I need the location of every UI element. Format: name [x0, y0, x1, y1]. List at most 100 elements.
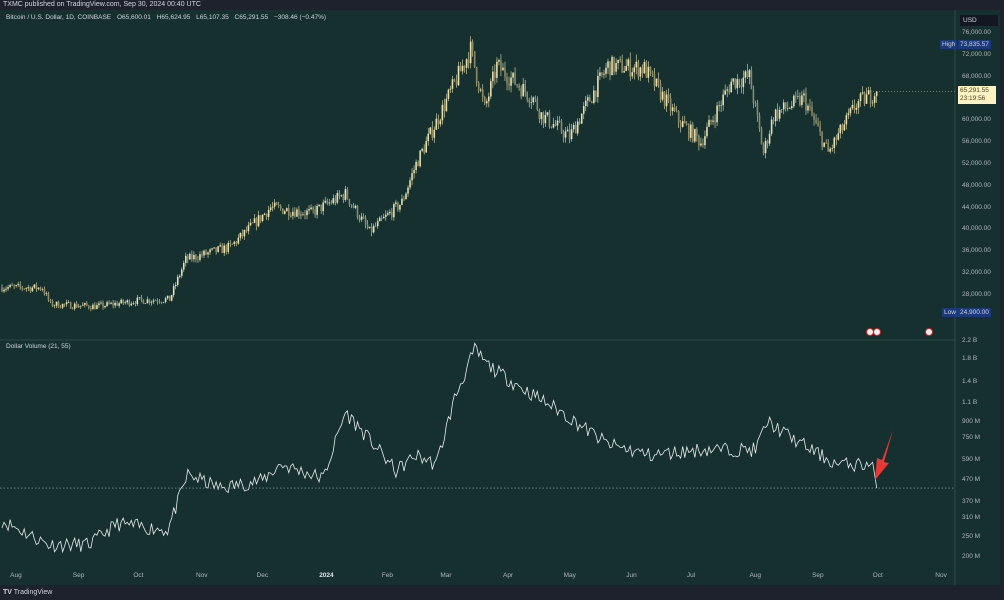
candle-body — [296, 209, 298, 217]
price-axis-tick: 36,000.00 — [962, 247, 991, 255]
candle-body — [599, 72, 601, 76]
candle-body — [615, 63, 617, 72]
candle-body — [344, 189, 347, 200]
candle-body — [494, 71, 496, 78]
candle-body — [556, 120, 559, 126]
candle-body — [649, 66, 652, 72]
candle-body — [401, 198, 403, 205]
ohlc-low: L65,107.35 — [196, 14, 229, 21]
candle-body — [316, 205, 318, 215]
candle-body — [294, 211, 296, 217]
candle-body — [431, 127, 434, 138]
candle-body — [587, 97, 589, 101]
symbol-name[interactable]: Bitcoin / U.S. Dollar, 1D, COINBASE — [6, 14, 112, 21]
candle-body — [197, 259, 199, 261]
candle-body — [825, 142, 827, 144]
candle-body — [346, 189, 349, 200]
candle-body — [653, 73, 656, 87]
candle-body — [746, 71, 749, 78]
candle-body — [350, 204, 353, 206]
candle-body — [728, 89, 730, 93]
currency-label[interactable]: USD — [960, 15, 998, 26]
candle-body — [449, 88, 452, 90]
time-axis-tick: 2024 — [319, 572, 334, 579]
candle-body — [758, 115, 761, 129]
time-axis-tick: Nov — [195, 572, 208, 579]
candle-body — [33, 284, 36, 288]
time-axis-tick: Aug — [10, 572, 22, 579]
candle-body — [21, 286, 23, 289]
candle-body — [176, 276, 179, 285]
time-axis-tick: Sep — [72, 572, 85, 579]
candle-body — [324, 200, 326, 203]
chart-area[interactable] — [0, 10, 1000, 585]
candle-body — [716, 105, 718, 123]
candle-body — [243, 229, 246, 237]
volume-indicator-title[interactable]: Dollar Volume (21, 55) — [6, 343, 71, 350]
event-flag-icon[interactable] — [925, 328, 933, 336]
candle-body — [578, 121, 581, 124]
candle-body — [290, 215, 292, 217]
candle-body — [708, 119, 710, 127]
candle-body — [685, 123, 688, 125]
candle-body — [98, 303, 100, 306]
candle-body — [142, 299, 145, 304]
candle-body — [558, 120, 561, 122]
candle-body — [613, 56, 615, 72]
candle-body — [655, 78, 658, 87]
event-flag-icon[interactable] — [873, 328, 881, 336]
candle-body — [281, 208, 284, 214]
candle-body — [744, 71, 747, 78]
candle-body — [263, 213, 266, 215]
candle-body — [465, 59, 468, 68]
candle-body — [461, 65, 464, 72]
candle-body — [847, 113, 850, 116]
candle-body — [635, 61, 638, 68]
candle-body — [138, 297, 141, 298]
candle-body — [189, 253, 191, 260]
candle-body — [869, 90, 872, 104]
price-axis-tick: 40,000.00 — [962, 225, 991, 233]
candle-body — [724, 90, 726, 95]
candle-body — [512, 72, 514, 78]
candle-body — [875, 91, 878, 97]
candle-body — [221, 245, 223, 254]
candle-body — [207, 252, 209, 255]
candle-body — [500, 60, 502, 71]
ohlc-high: H65,624.95 — [156, 14, 191, 21]
candle-body — [540, 112, 543, 120]
candle-body — [601, 72, 603, 75]
candle-body — [144, 303, 147, 304]
candle-body — [712, 120, 714, 122]
candle-body — [453, 79, 456, 81]
price-axis-tick: 28,000.00 — [962, 290, 991, 298]
candle-body — [298, 209, 300, 216]
candle-body — [647, 66, 650, 78]
candle-body — [589, 97, 591, 102]
candle-body — [150, 301, 153, 303]
candle-body — [180, 269, 183, 276]
candle-body — [211, 248, 213, 250]
dollar-volume-line — [1, 342, 878, 554]
candle-body — [673, 107, 676, 111]
candle-body — [752, 89, 755, 104]
candle-body — [45, 293, 48, 295]
candle-body — [86, 303, 88, 306]
candle-body — [425, 141, 427, 153]
candle-body — [75, 303, 78, 308]
candle-body — [160, 302, 163, 303]
candle-body — [261, 214, 264, 221]
candle-body — [621, 59, 623, 73]
candle-body — [867, 90, 870, 95]
candle-body — [706, 126, 708, 137]
candle-body — [532, 97, 535, 103]
annotation-arrow-icon — [875, 430, 893, 480]
candle-body — [754, 103, 757, 104]
candle-body — [603, 73, 605, 75]
candle-body — [41, 289, 44, 290]
time-axis-tick: Aug — [749, 572, 762, 579]
candle-body — [132, 303, 135, 304]
candle-body — [35, 284, 38, 290]
candle-body — [31, 287, 34, 292]
